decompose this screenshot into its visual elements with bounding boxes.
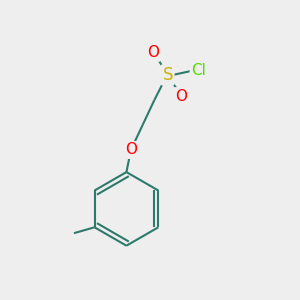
Text: Cl: Cl (191, 63, 206, 78)
Text: O: O (147, 45, 159, 60)
Text: O: O (125, 142, 137, 158)
Text: S: S (162, 66, 173, 84)
Text: O: O (175, 88, 187, 104)
